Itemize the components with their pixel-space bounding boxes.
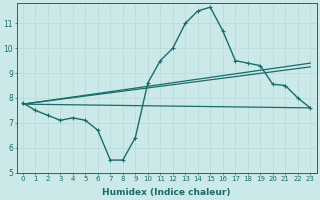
X-axis label: Humidex (Indice chaleur): Humidex (Indice chaleur) [102,188,231,197]
